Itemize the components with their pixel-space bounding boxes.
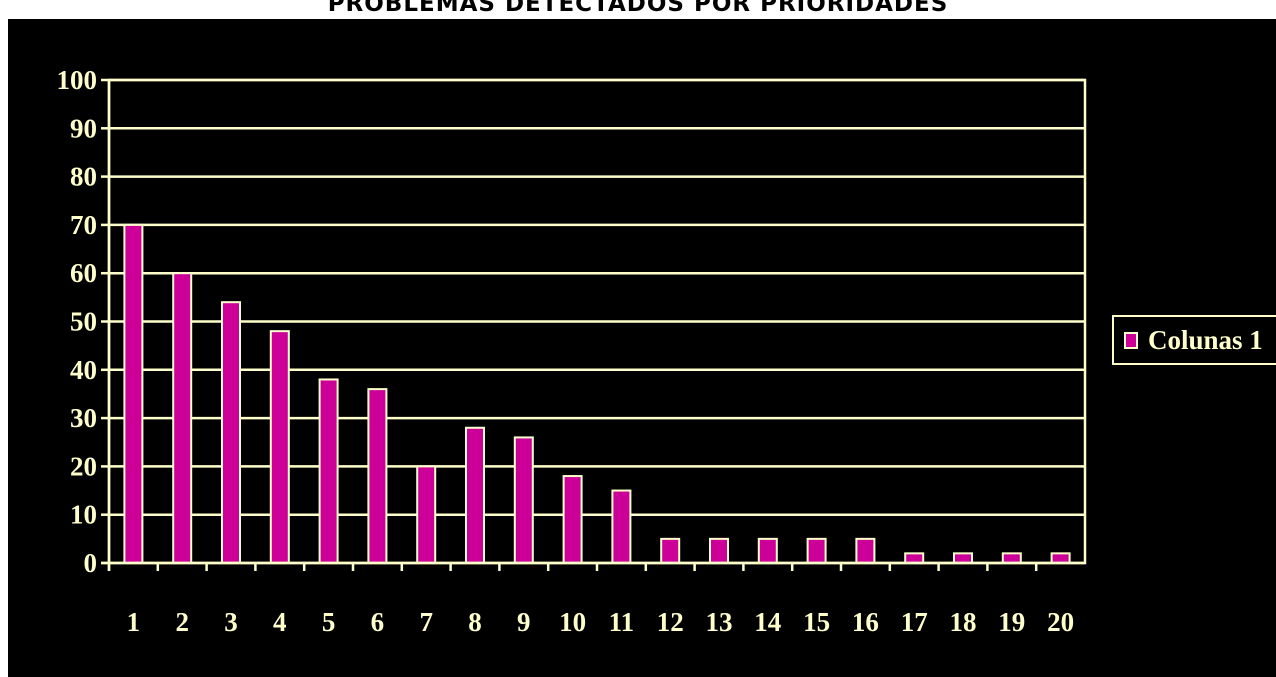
bar xyxy=(855,537,876,564)
bar xyxy=(757,537,778,564)
x-tick-label: 7 xyxy=(419,607,433,637)
bar xyxy=(367,388,388,564)
y-tick-label: 10 xyxy=(70,500,97,530)
y-tick-label: 30 xyxy=(70,403,97,433)
y-tick-label: 0 xyxy=(84,548,98,578)
legend: Colunas 1 xyxy=(1112,315,1276,365)
bar xyxy=(1050,552,1071,565)
bar xyxy=(221,301,241,564)
y-tick-label: 80 xyxy=(70,162,97,192)
legend-swatch xyxy=(1124,331,1138,349)
bar-series xyxy=(123,223,1071,565)
x-tick-label: 2 xyxy=(175,607,189,637)
chart-title: PROBLEMAS DETECTADOS POR PRIORIDADES xyxy=(327,0,949,17)
x-tick-label: 17 xyxy=(901,607,928,637)
bar xyxy=(953,552,973,565)
bar xyxy=(611,489,632,564)
bar xyxy=(709,537,729,564)
x-tick-label: 6 xyxy=(371,607,385,637)
bar xyxy=(904,552,925,565)
bar xyxy=(562,475,583,564)
bar xyxy=(172,272,193,564)
chart-area: 0 10 20 30 40 50 60 70 80 90 100 1 2 3 4 5 6 7 8 9 10 11 12 13 1… xyxy=(8,19,1276,677)
x-tick-label: 13 xyxy=(706,607,733,637)
y-tick-label: 100 xyxy=(57,65,98,95)
legend-label: Colunas 1 xyxy=(1148,324,1263,355)
bar xyxy=(1001,552,1022,565)
x-tick-label: 1 xyxy=(127,607,141,637)
x-tick-label: 20 xyxy=(1047,607,1074,637)
y-tick-label: 70 xyxy=(70,210,97,240)
x-tick-label: 5 xyxy=(322,607,336,637)
y-tick-label: 90 xyxy=(70,113,97,143)
bar xyxy=(269,330,290,564)
x-tick-label: 12 xyxy=(657,607,684,637)
x-tick-label: 11 xyxy=(609,607,635,637)
bar xyxy=(513,436,534,565)
x-tick-label: 9 xyxy=(517,607,531,637)
x-tick-label: 14 xyxy=(754,607,781,637)
x-tick-label: 15 xyxy=(803,607,830,637)
bar xyxy=(318,378,339,564)
x-tick-label: 8 xyxy=(468,607,482,637)
x-tick-label: 3 xyxy=(224,607,238,637)
axes xyxy=(101,78,1087,571)
y-tick-label: 50 xyxy=(70,307,97,337)
x-tick-label: 18 xyxy=(950,607,977,637)
bar xyxy=(416,465,437,564)
bar xyxy=(123,223,144,564)
bar xyxy=(465,426,485,565)
x-tick-label: 10 xyxy=(559,607,586,637)
bar xyxy=(660,537,681,564)
y-tick-label: 60 xyxy=(70,258,97,288)
y-tick-label: 40 xyxy=(70,355,97,385)
x-tick-label: 19 xyxy=(998,607,1025,637)
gridlines xyxy=(109,78,1085,516)
x-tick-label: 16 xyxy=(852,607,879,637)
x-tick-label: 4 xyxy=(273,607,287,637)
bar xyxy=(806,537,827,564)
y-tick-label: 20 xyxy=(70,451,97,481)
